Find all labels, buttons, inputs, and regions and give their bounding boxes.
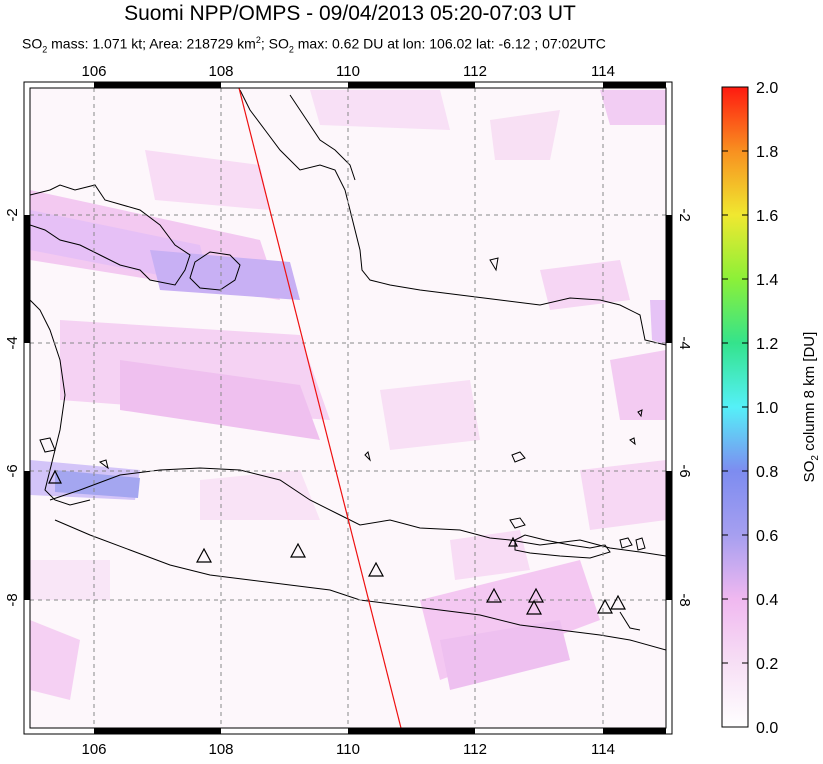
lat-labels-right: -2 -4 -6 -8 (676, 208, 693, 606)
volcano-marker (508, 536, 518, 547)
grid-lines (30, 88, 666, 728)
so2-pixels (30, 90, 666, 700)
lon-tick-label: 112 (463, 63, 487, 80)
volcano-marker (48, 469, 62, 484)
lon-tick-label: 114 (591, 741, 615, 758)
lon-labels-bottom: 106 108 110 112 114 (81, 741, 614, 758)
colorbar-tick-label: 0.2 (756, 656, 778, 673)
lat-labels-left: -2 -4 -6 -8 (4, 208, 21, 606)
lon-tick-label: 106 (81, 741, 106, 758)
colorbar-tick-label: 1.2 (756, 336, 778, 353)
volcano-marker (527, 587, 545, 603)
volcano-marker (367, 561, 385, 577)
lon-tick-label: 112 (463, 741, 487, 758)
stats-subtitle: SO2 mass: 1.071 kt; Area: 218729 km2; SO… (22, 35, 606, 55)
volcano-marker (596, 598, 614, 614)
lat-tick-label: -8 (676, 593, 693, 606)
lon-tick-label: 108 (208, 741, 233, 758)
lat-tick-label: -2 (676, 208, 693, 221)
colorbar-tick-label: 0.6 (756, 528, 778, 545)
volcano-marker (525, 599, 543, 615)
colorbar-label: SO2 column 8 km [DU] (801, 332, 821, 483)
lat-tick-label: -6 (676, 464, 693, 477)
lat-tick-label: -2 (4, 208, 21, 221)
volcano-marker (195, 547, 213, 563)
colorbar-tick-label: 1.6 (756, 208, 778, 225)
colorbar-tick-label: 1.0 (756, 400, 778, 417)
lon-tick-label: 110 (336, 63, 360, 80)
colorbar-tick-label: 0.4 (756, 592, 778, 609)
lat-tick-label: -4 (4, 336, 21, 349)
volcano-marker (289, 542, 307, 558)
colorbar-tick-label: 0.8 (756, 464, 778, 481)
orbit-track-line (238, 88, 402, 728)
coastlines (30, 89, 666, 651)
lat-tick-label: -8 (4, 593, 21, 606)
page-title: Suomi NPP/OMPS - 09/04/2013 05:20-07:03 … (124, 2, 576, 25)
lon-tick-label: 106 (81, 63, 106, 80)
lat-tick-label: -6 (4, 464, 21, 477)
volcano-marker (485, 587, 503, 603)
lat-tick-label: -4 (676, 336, 693, 349)
colorbar-tick-label: 1.8 (756, 144, 778, 161)
colorbar-tick-label: 2.0 (756, 80, 778, 97)
volcano-markers (48, 469, 627, 615)
colorbar: 2.0 1.8 1.6 1.4 1.2 1.0 0.8 0.6 0.4 0.2 … (721, 80, 821, 737)
lon-tick-label: 108 (208, 63, 233, 80)
lon-labels-top: 106 108 110 112 114 (81, 63, 614, 80)
colorbar-tick-label: 0.0 (756, 720, 778, 737)
colorbar-tick-label: 1.4 (756, 272, 778, 289)
lon-tick-label: 114 (591, 63, 615, 80)
map-frame (23, 81, 673, 735)
lon-tick-label: 110 (336, 741, 360, 758)
map-area (30, 88, 666, 728)
volcano-marker (609, 594, 627, 610)
